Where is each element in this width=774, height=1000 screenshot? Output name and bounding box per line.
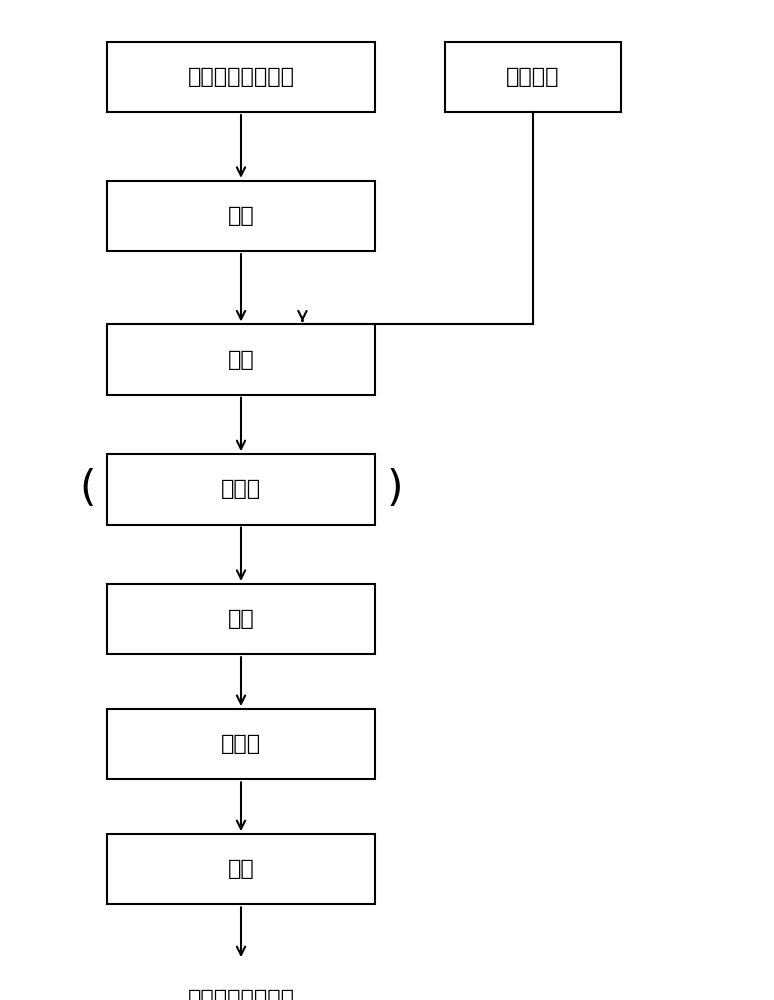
Text: ): ) xyxy=(386,468,403,510)
FancyBboxPatch shape xyxy=(107,834,375,904)
FancyBboxPatch shape xyxy=(22,960,460,1000)
Text: 烧成: 烧成 xyxy=(228,609,255,629)
Text: 锂化合物: 锂化合物 xyxy=(506,67,560,87)
Text: (: ( xyxy=(79,468,95,510)
FancyBboxPatch shape xyxy=(444,42,622,112)
FancyBboxPatch shape xyxy=(107,181,375,251)
Text: 破碎: 破碎 xyxy=(228,859,255,879)
FancyBboxPatch shape xyxy=(107,584,375,654)
Text: 复合氢氧化物粒子: 复合氢氧化物粒子 xyxy=(187,67,294,87)
Text: 锂镍锰复合氧化物: 锂镍锰复合氧化物 xyxy=(187,989,294,1000)
Text: 烧成物: 烧成物 xyxy=(221,734,261,754)
FancyBboxPatch shape xyxy=(107,709,375,779)
Text: 预烧结: 预烧结 xyxy=(221,479,261,499)
Text: 加热: 加热 xyxy=(228,206,255,226)
FancyBboxPatch shape xyxy=(107,454,375,525)
FancyBboxPatch shape xyxy=(107,42,375,112)
FancyBboxPatch shape xyxy=(107,324,375,395)
Text: 混合: 混合 xyxy=(228,350,255,370)
